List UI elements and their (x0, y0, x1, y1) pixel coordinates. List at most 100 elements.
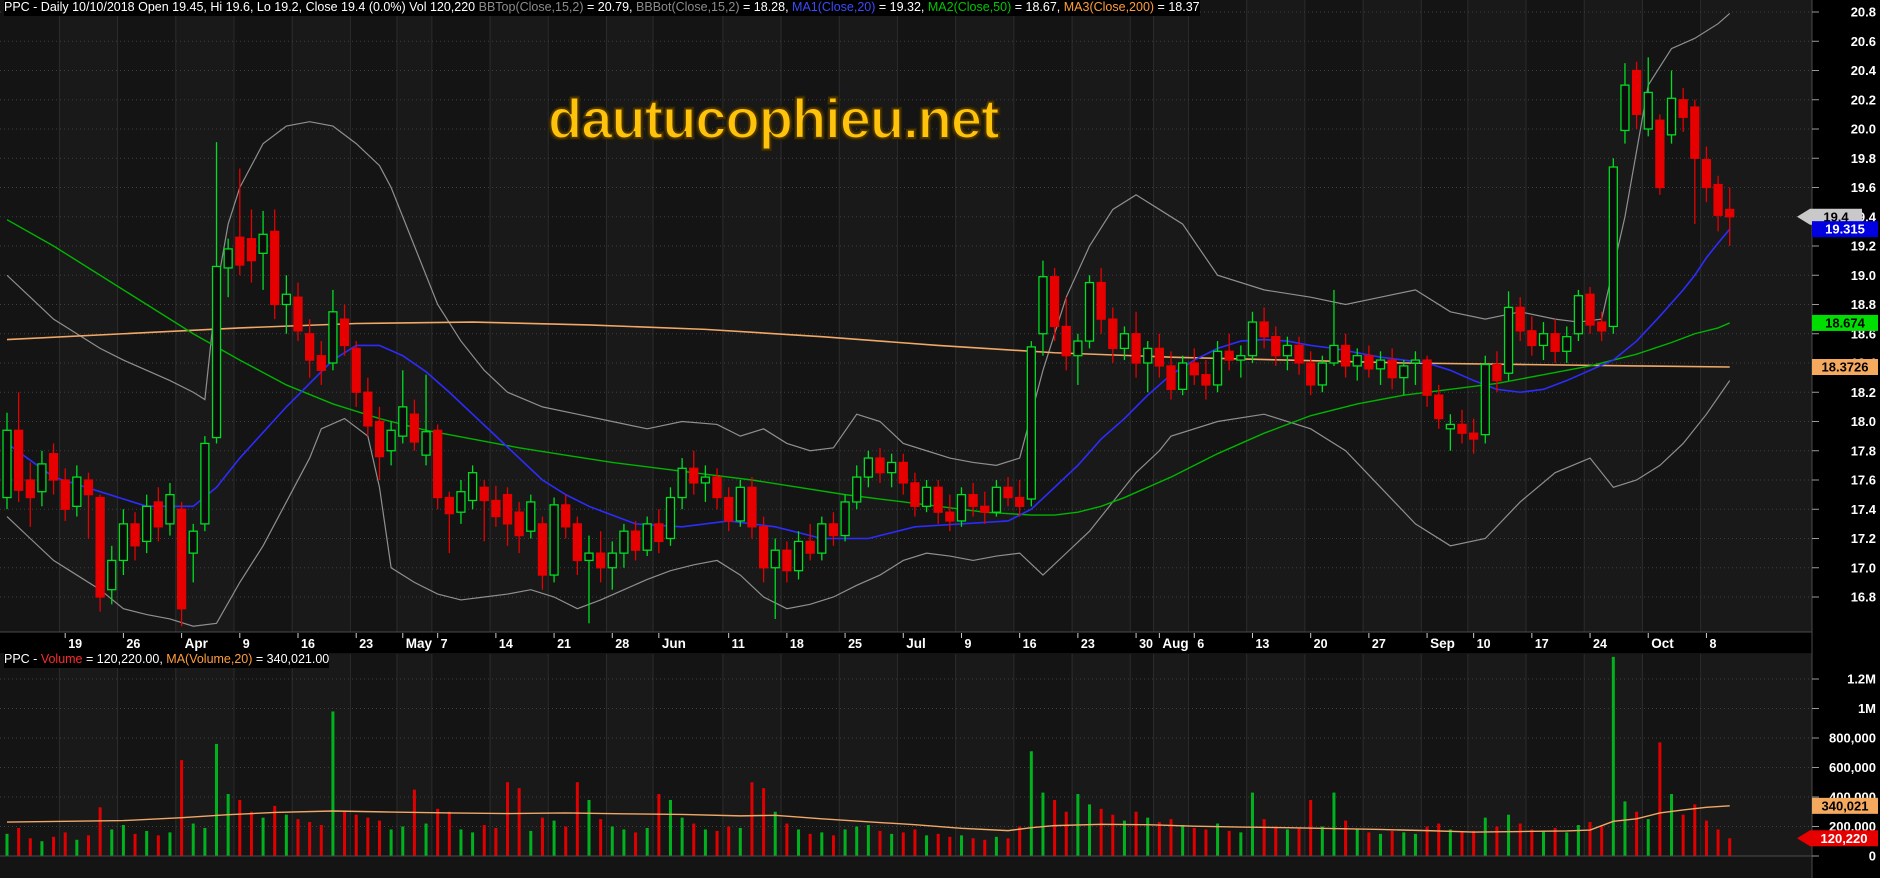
date-tick-label: 24 (1593, 637, 1607, 651)
volume-bar (1390, 830, 1394, 856)
volume-bar (203, 827, 207, 856)
price-axis-label: 16.8 (1851, 590, 1876, 605)
candle (83, 479, 94, 496)
candle (1387, 359, 1397, 379)
candle (1713, 183, 1723, 216)
week-band (1363, 0, 1422, 632)
volume-bar (110, 829, 114, 856)
date-tick-label: 8 (1709, 637, 1716, 651)
volume-bar (98, 807, 102, 856)
candle (1399, 365, 1409, 379)
header-segment: MA(Volume,20) (166, 651, 253, 668)
header-segment: = 19.32, (875, 0, 928, 16)
candle (1480, 363, 1490, 436)
date-tick-label: 6 (1197, 637, 1204, 651)
date-tick-label: 19 (68, 637, 82, 651)
candle (386, 429, 396, 452)
candle (130, 523, 140, 547)
volume-bar (680, 817, 684, 856)
candle (735, 486, 745, 522)
candle (304, 333, 315, 361)
candle (886, 461, 897, 474)
candle (1306, 362, 1316, 386)
header-segment: PPC - (4, 651, 41, 668)
candle (1375, 359, 1386, 370)
price-axis-label: 20.0 (1851, 122, 1876, 137)
volume-bar (1704, 820, 1708, 856)
candle (980, 505, 990, 513)
volume-bar (1483, 817, 1487, 856)
candle (107, 559, 117, 591)
volume-bar (1192, 827, 1196, 856)
date-tick-label: May (406, 636, 433, 651)
candle (1201, 374, 1211, 386)
candle (1585, 293, 1595, 326)
candle (770, 549, 780, 569)
volume-bar (540, 817, 544, 856)
volume-bar (1623, 801, 1627, 856)
candle (968, 493, 978, 507)
last-volume-tag: 120,220 (1797, 830, 1878, 847)
volume-bar (1425, 826, 1429, 856)
header-segment: = 18.28, (739, 0, 793, 16)
volume-bar (773, 811, 777, 856)
candle (95, 496, 105, 598)
candle (1573, 295, 1584, 335)
ma50-value-tag: 18.674 (1812, 314, 1878, 331)
volume-bar (983, 839, 987, 856)
candle (176, 508, 187, 610)
candle (561, 504, 571, 528)
candle (1725, 208, 1735, 218)
ma20-value-tag: 19.315 (1812, 221, 1878, 238)
volume-bar (762, 788, 766, 856)
volume-bar (843, 829, 847, 856)
candle (1655, 119, 1665, 189)
volume-bar (1495, 826, 1499, 856)
candle (805, 540, 815, 554)
candle (502, 493, 513, 525)
candle (433, 429, 443, 499)
volume-bar (1448, 829, 1452, 856)
candle (211, 265, 222, 439)
volume-bar (959, 835, 963, 856)
candle (654, 523, 664, 543)
svg-text:19.4: 19.4 (1823, 209, 1849, 224)
volume-bar (1670, 794, 1674, 856)
candle (712, 476, 722, 499)
volume-bar (436, 808, 440, 856)
volume-bar (1437, 823, 1441, 856)
volume-bar (750, 782, 754, 856)
volume-bar (1274, 826, 1278, 856)
candle (782, 549, 792, 572)
candle (1154, 347, 1165, 367)
candle (1410, 359, 1421, 364)
volume-bar (121, 825, 125, 856)
volume-bar (1239, 832, 1243, 856)
volume-bar (273, 805, 277, 856)
volume-bar (1402, 832, 1406, 856)
volume-bar (226, 794, 230, 856)
volume-bar (797, 829, 801, 856)
candle (1317, 362, 1327, 386)
volume-bar (145, 830, 149, 856)
date-axis: 19 26 Apr 9 16 23 May 7 14 21 28 Jun 11 18 25 Jul 9 16 23 3… (64, 633, 1716, 651)
date-tick-label: 9 (964, 637, 971, 651)
candle (1597, 321, 1607, 332)
price-axis-label: 19.2 (1851, 239, 1876, 254)
price-axis-label: 20.6 (1851, 34, 1876, 49)
header-segment: = 120,220.00, (82, 651, 167, 668)
candle (1352, 355, 1362, 367)
volume-bar (610, 826, 614, 856)
candle (1527, 330, 1537, 347)
candle (700, 476, 711, 484)
candle (1631, 69, 1642, 116)
volume-bar (1099, 808, 1103, 856)
volume-bar (1006, 838, 1010, 856)
date-tick-label: 23 (359, 637, 373, 651)
svg-text:120,220: 120,220 (1821, 831, 1868, 846)
header-segment: BBBot(Close,15,2) (636, 0, 740, 16)
volume-bar (913, 829, 917, 856)
volume-bar (1530, 829, 1534, 856)
price-axis-label: 19.8 (1851, 151, 1876, 166)
